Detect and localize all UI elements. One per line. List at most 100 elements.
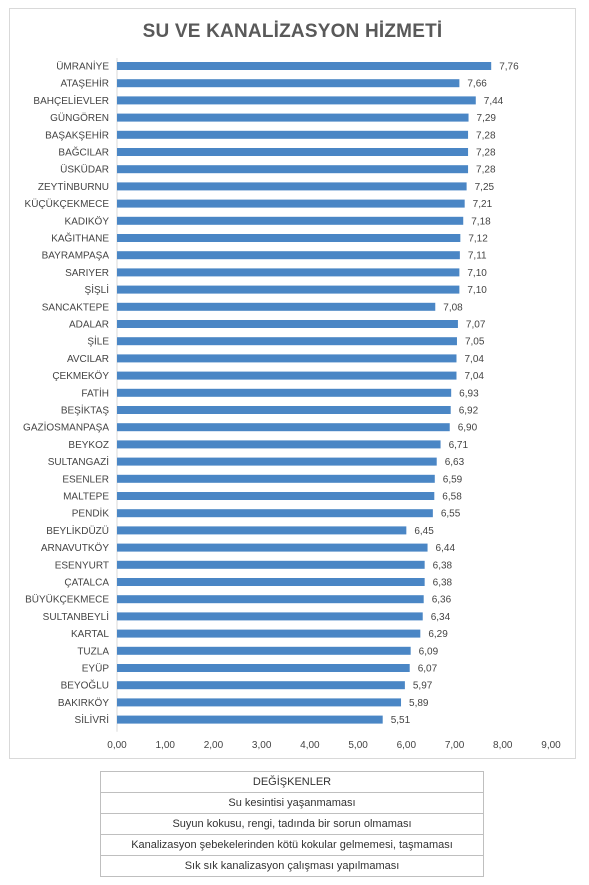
data-label: 5,97 bbox=[413, 681, 433, 692]
data-label: 7,29 bbox=[477, 113, 497, 124]
data-label: 6,92 bbox=[459, 406, 479, 417]
bar bbox=[117, 440, 441, 449]
variable-row: Suyun kokusu, rengi, tadında bir sorun o… bbox=[100, 813, 484, 835]
bar bbox=[117, 681, 405, 690]
category-label: BEŞİKTAŞ bbox=[61, 404, 109, 417]
bar bbox=[117, 526, 407, 535]
category-label: ESENLER bbox=[62, 474, 109, 485]
category-label: SULTANBEYLİ bbox=[43, 610, 109, 623]
x-tick-label: 6,00 bbox=[397, 740, 417, 751]
x-tick-label: 0,00 bbox=[107, 740, 127, 751]
bar bbox=[117, 664, 410, 672]
data-label: 6,55 bbox=[441, 509, 461, 520]
bar bbox=[117, 182, 467, 191]
category-label: ŞİŞLİ bbox=[85, 283, 109, 296]
category-label: ÜSKÜDAR bbox=[60, 164, 109, 176]
data-label: 6,07 bbox=[418, 664, 438, 675]
bar bbox=[117, 423, 450, 432]
data-label: 7,44 bbox=[484, 96, 504, 107]
bar bbox=[117, 492, 435, 500]
data-label: 7,10 bbox=[467, 268, 487, 279]
bar bbox=[117, 96, 476, 105]
category-label: EYÜP bbox=[82, 663, 110, 675]
bar bbox=[117, 302, 436, 311]
category-label: KADIKÖY bbox=[65, 215, 110, 227]
bar bbox=[117, 457, 437, 466]
bar-chart: ÜMRANİYE 7,76 ATAŞEHİR 7,66 BAHÇELİEVLER 7,44… bbox=[23, 58, 561, 751]
x-tick-label: 4,00 bbox=[300, 740, 320, 751]
bar bbox=[117, 612, 423, 621]
data-label: 6,29 bbox=[428, 629, 448, 640]
bar bbox=[117, 646, 411, 655]
category-label: ADALAR bbox=[69, 320, 109, 331]
data-label: 7,76 bbox=[499, 62, 519, 73]
data-label: 7,66 bbox=[467, 79, 487, 90]
data-label: 6,38 bbox=[433, 560, 453, 571]
category-label: MALTEPE bbox=[63, 492, 109, 503]
data-label: 6,90 bbox=[458, 423, 478, 434]
bar bbox=[117, 595, 424, 604]
category-label: ÇATALCA bbox=[64, 578, 109, 589]
data-label: 6,34 bbox=[431, 612, 451, 623]
category-label: BEYLİKDÜZÜ bbox=[46, 524, 109, 537]
bar bbox=[117, 698, 402, 707]
category-label: GAZİOSMANPAŞA bbox=[23, 421, 109, 434]
data-label: 6,45 bbox=[414, 526, 434, 537]
data-label: 6,58 bbox=[442, 492, 462, 503]
category-label: ESENYURT bbox=[55, 560, 109, 571]
data-label: 6,59 bbox=[443, 474, 463, 485]
data-label: 5,51 bbox=[391, 715, 411, 726]
category-label: ÇEKMEKÖY bbox=[52, 370, 109, 382]
bar bbox=[117, 285, 460, 294]
bar bbox=[117, 320, 458, 328]
category-label: PENDİK bbox=[72, 507, 110, 520]
x-tick-label: 5,00 bbox=[348, 740, 368, 751]
bar bbox=[117, 406, 451, 414]
bar bbox=[117, 337, 457, 346]
chart-frame: SU VE KANALİZASYON HİZMETİ bbox=[9, 8, 576, 759]
bar bbox=[117, 113, 469, 122]
bar bbox=[117, 199, 465, 208]
data-label: 6,44 bbox=[436, 543, 456, 554]
bar bbox=[117, 62, 492, 70]
bar bbox=[117, 560, 425, 569]
bar bbox=[117, 251, 460, 260]
category-label: BAHÇELİEVLER bbox=[33, 94, 109, 107]
bar bbox=[117, 543, 428, 552]
category-label: BAYRAMPAŞA bbox=[42, 251, 110, 262]
bar bbox=[117, 234, 461, 242]
data-label: 7,28 bbox=[476, 130, 496, 141]
bar bbox=[117, 578, 425, 586]
variables-table: DEĞİŞKENLER Su kesintisi yaşanmaması Suy… bbox=[100, 771, 484, 877]
data-label: 7,04 bbox=[464, 371, 484, 382]
bar bbox=[117, 165, 469, 174]
data-label: 7,10 bbox=[467, 285, 487, 296]
x-tick-label: 3,00 bbox=[252, 740, 272, 751]
bar bbox=[117, 148, 469, 156]
category-label: FATİH bbox=[81, 386, 109, 399]
bar bbox=[117, 79, 460, 88]
x-tick-label: 2,00 bbox=[204, 740, 224, 751]
bar bbox=[117, 388, 452, 397]
x-tick-label: 9,00 bbox=[541, 740, 561, 751]
category-label: BEYKOZ bbox=[68, 440, 109, 451]
category-label: SARIYER bbox=[65, 268, 109, 279]
bar bbox=[117, 629, 421, 638]
category-label: KARTAL bbox=[71, 629, 109, 640]
data-label: 7,12 bbox=[468, 234, 488, 245]
bar bbox=[117, 715, 383, 724]
category-label: ATAŞEHİR bbox=[60, 77, 109, 90]
category-label: SİLİVRİ bbox=[75, 713, 109, 726]
data-label: 5,89 bbox=[409, 698, 429, 709]
category-label: ZEYTİNBURNU bbox=[38, 180, 109, 193]
variable-row: Kanalizasyon şebekelerinden kötü kokular… bbox=[100, 834, 484, 856]
data-label: 6,71 bbox=[449, 440, 469, 451]
data-label: 7,18 bbox=[471, 216, 491, 227]
bar bbox=[117, 130, 469, 139]
bar bbox=[117, 509, 433, 518]
bar bbox=[117, 354, 457, 363]
x-tick-label: 8,00 bbox=[493, 740, 513, 751]
variables-header: DEĞİŞKENLER bbox=[100, 771, 484, 793]
category-label: SANCAKTEPE bbox=[42, 302, 110, 313]
category-label: BAKIRKÖY bbox=[58, 697, 109, 709]
